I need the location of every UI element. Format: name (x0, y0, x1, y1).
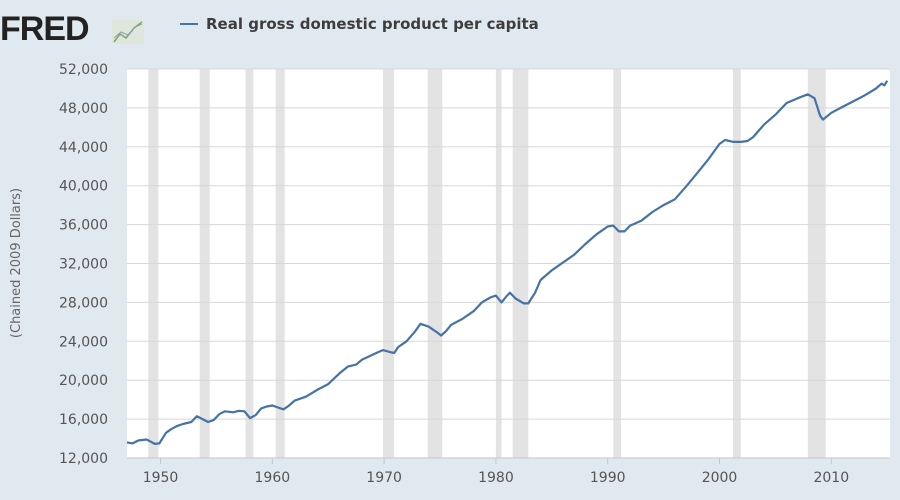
series-line (126, 80, 889, 445)
x-tick-label: 1990 (590, 470, 626, 486)
fred-logo[interactable]: FRED (0, 8, 150, 48)
y-tick-label: 12,000 (59, 451, 108, 467)
y-tick-label: 52,000 (59, 62, 108, 78)
svg-text:FRED: FRED (0, 10, 89, 48)
y-tick-label: 32,000 (59, 257, 108, 273)
y-tick-label: 48,000 (59, 101, 108, 117)
y-tick-label: 44,000 (59, 140, 108, 156)
y-tick-label: 36,000 (59, 218, 108, 234)
y-tick-label: 24,000 (59, 334, 108, 350)
y-axis: 12,000 16,000 20,000 24,000 28,000 32,000 36,0… (59, 62, 108, 467)
x-tick-label: 1980 (478, 470, 514, 486)
x-tick-label: 1970 (366, 470, 402, 486)
y-axis-label: (Chained 2009 Dollars) (9, 188, 24, 338)
y-tick-label: 16,000 (59, 412, 108, 428)
legend-label: Real gross domestic product per capita (206, 15, 539, 33)
fred-logo-graphic: FRED (0, 10, 144, 48)
x-tick-label: 2010 (813, 470, 849, 486)
y-tick-label: 20,000 (59, 373, 108, 389)
y-tick-label: 40,000 (59, 179, 108, 195)
x-tick-label: 1950 (143, 470, 179, 486)
y-tick-label: 28,000 (59, 295, 108, 311)
x-tick-label: 1960 (255, 470, 291, 486)
legend: Real gross domestic product per capita (180, 15, 539, 33)
x-tick-label: 2000 (702, 470, 738, 486)
legend-swatch (180, 23, 198, 25)
x-axis: 1950 1960 1970 1980 1990 2000 2010 (127, 457, 890, 486)
